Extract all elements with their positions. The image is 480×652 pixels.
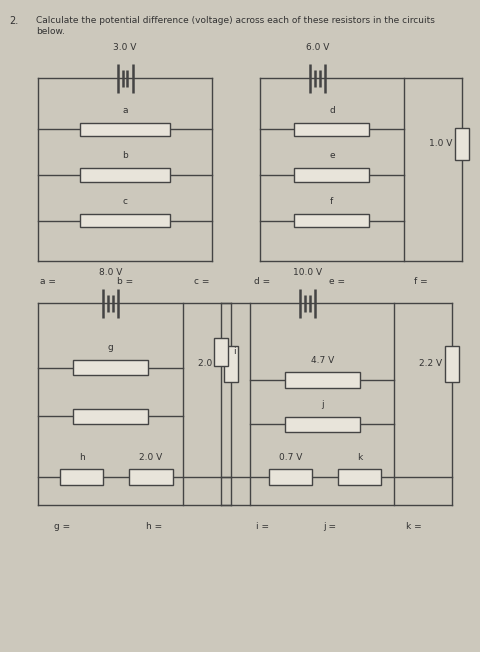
Text: 8.0 V: 8.0 V <box>99 268 122 277</box>
Text: f =: f = <box>413 277 427 286</box>
Text: 10.0 V: 10.0 V <box>293 268 322 277</box>
Bar <box>73 409 148 424</box>
Bar <box>284 372 359 387</box>
Text: 2.0 V: 2.0 V <box>198 359 221 368</box>
Bar <box>60 469 103 484</box>
Text: 1.0 V: 1.0 V <box>428 140 451 149</box>
Bar <box>80 123 170 136</box>
Text: g =: g = <box>54 522 71 531</box>
Text: a =: a = <box>40 277 56 286</box>
Text: j =: j = <box>322 522 336 531</box>
Text: 0.7 V: 0.7 V <box>278 452 301 462</box>
Bar <box>294 214 369 228</box>
Text: Calculate the potential difference (voltage) across each of these resistors in t: Calculate the potential difference (volt… <box>36 16 434 36</box>
Bar <box>294 123 369 136</box>
Text: e: e <box>328 151 334 160</box>
Text: d: d <box>328 106 334 115</box>
Text: d =: d = <box>253 277 270 286</box>
Bar <box>214 338 228 366</box>
Bar <box>294 168 369 182</box>
Bar <box>80 214 170 228</box>
Text: k: k <box>357 452 361 462</box>
Text: i =: i = <box>255 522 268 531</box>
Bar <box>337 469 381 484</box>
Text: 2.2 V: 2.2 V <box>419 359 442 368</box>
Text: k =: k = <box>405 522 420 531</box>
Text: 2.0 V: 2.0 V <box>139 452 162 462</box>
Text: f: f <box>330 197 333 206</box>
Bar <box>454 128 468 160</box>
Text: e =: e = <box>328 277 344 286</box>
Text: i: i <box>233 347 235 356</box>
Bar <box>73 361 148 376</box>
Bar <box>444 346 458 382</box>
Text: c: c <box>122 197 127 206</box>
Text: 4.7 V: 4.7 V <box>310 355 333 364</box>
Text: j: j <box>320 400 323 409</box>
Text: h: h <box>79 452 84 462</box>
Text: 6.0 V: 6.0 V <box>305 43 328 52</box>
Bar <box>129 469 172 484</box>
Text: b: b <box>122 151 128 160</box>
Bar <box>223 346 238 382</box>
Text: g: g <box>108 344 113 353</box>
Text: b =: b = <box>117 277 133 286</box>
Text: a: a <box>122 106 128 115</box>
Text: 3.0 V: 3.0 V <box>113 43 136 52</box>
Bar <box>80 168 170 182</box>
Text: h =: h = <box>145 522 162 531</box>
Text: 2.: 2. <box>10 16 19 26</box>
Bar <box>284 417 359 432</box>
Bar <box>268 469 312 484</box>
Text: c =: c = <box>194 277 209 286</box>
